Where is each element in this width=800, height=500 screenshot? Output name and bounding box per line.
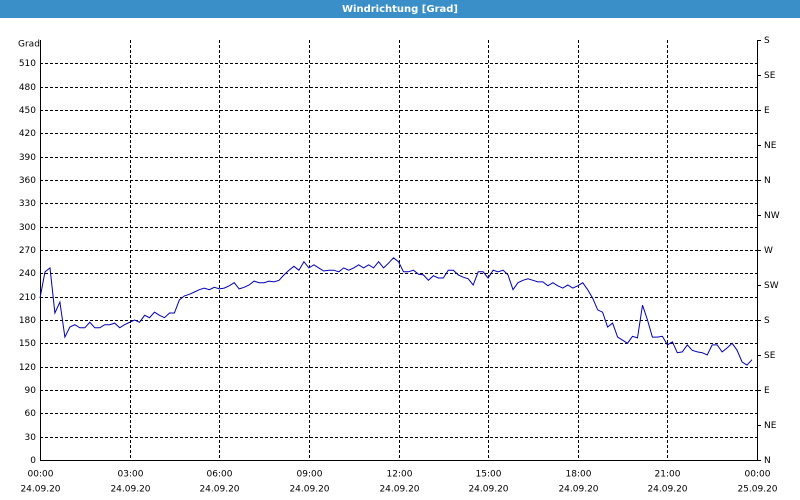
y-tick-label: 180 — [19, 316, 36, 326]
y2-tick-label: E — [764, 106, 770, 116]
x-tick-date: 24.09.20 — [468, 485, 508, 495]
y-tick-label: 330 — [19, 199, 36, 209]
x-tick-label: 12:00 — [387, 470, 413, 480]
y-tick-label: 120 — [19, 363, 36, 373]
y2-tick-label: NW — [764, 211, 780, 221]
y2-tick-label: W — [764, 246, 773, 256]
y-tick-label: 0 — [30, 456, 36, 466]
x-tick-label: 09:00 — [297, 470, 323, 480]
y2-tick-label: N — [764, 176, 771, 186]
x-tick-date: 24.09.20 — [558, 485, 598, 495]
y-tick-label: 270 — [19, 246, 36, 256]
y2-tick-label: S — [764, 316, 770, 326]
chart-title: Windrichtung [Grad] — [342, 4, 458, 15]
x-tick-label: 15:00 — [476, 470, 502, 480]
x-tick-date: 24.09.20 — [647, 485, 687, 495]
y2-tick-label: SE — [764, 71, 776, 81]
y-tick-label: 210 — [19, 293, 36, 303]
y-tick-label: 240 — [19, 269, 36, 279]
y-tick-label: 90 — [25, 386, 37, 396]
x-tick-label: 21:00 — [655, 470, 681, 480]
y-tick-label: 150 — [19, 339, 36, 349]
y-tick-label: 390 — [19, 153, 36, 163]
y-tick-label: 300 — [19, 223, 36, 233]
y-tick-label: 420 — [19, 129, 36, 139]
x-tick-date: 24.09.20 — [199, 485, 239, 495]
data-line — [39, 257, 753, 366]
y-tick-label: 450 — [19, 106, 36, 116]
y2-tick-label: SE — [764, 351, 776, 361]
y2-tick-label: S — [764, 36, 770, 46]
x-tick-label: 00:00 — [28, 470, 54, 480]
y-tick-label: 480 — [19, 83, 36, 93]
x-tick-label: 18:00 — [566, 470, 592, 480]
x-tick-date: 24.09.20 — [289, 485, 329, 495]
y2-tick-label: N — [764, 456, 771, 466]
title-bar — [0, 0, 800, 18]
x-tick-date: 25.09.20 — [737, 485, 777, 495]
y-tick-label: 360 — [19, 176, 36, 186]
x-tick-date: 24.09.20 — [379, 485, 419, 495]
y-axis-label: Grad — [18, 40, 40, 50]
y-tick-label: 60 — [25, 409, 37, 419]
x-tick-label: 03:00 — [118, 470, 144, 480]
x-tick-date: 24.09.20 — [20, 485, 60, 495]
x-tick-label: 00:00 — [745, 470, 771, 480]
x-tick-label: 06:00 — [207, 470, 233, 480]
y2-tick-label: NE — [764, 141, 777, 151]
y2-tick-label: NE — [764, 421, 777, 431]
y-tick-label: 30 — [25, 433, 37, 443]
x-tick-date: 24.09.20 — [110, 485, 150, 495]
y2-tick-label: E — [764, 386, 770, 396]
y2-tick-label: SW — [764, 281, 779, 291]
y-tick-label: 510 — [19, 59, 36, 69]
